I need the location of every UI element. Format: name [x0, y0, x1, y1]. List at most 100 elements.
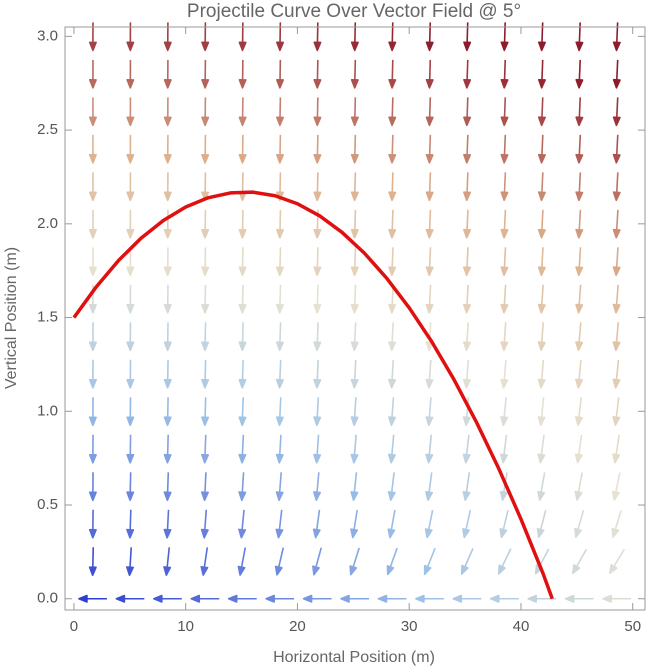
- field-arrow: [388, 247, 397, 277]
- field-arrow: [425, 22, 434, 52]
- field-arrow: [276, 134, 285, 164]
- field-arrow: [612, 359, 621, 389]
- field-arrow: [462, 322, 471, 352]
- field-arrow: [537, 284, 546, 314]
- field-arrow: [190, 594, 220, 603]
- field-arrow: [387, 472, 396, 501]
- field-arrow: [415, 594, 444, 603]
- field-arrow: [313, 472, 322, 502]
- field-arrow: [536, 510, 547, 539]
- field-arrow: [276, 97, 285, 127]
- field-arrow: [425, 247, 434, 277]
- projectile-curve: [72, 190, 554, 600]
- field-arrow: [612, 322, 621, 352]
- field-arrow: [313, 247, 322, 277]
- field-arrow: [425, 172, 434, 202]
- field-arrow: [126, 397, 135, 427]
- field-arrow: [275, 359, 284, 389]
- field-arrow: [377, 594, 407, 603]
- field-arrow: [88, 284, 97, 314]
- field-arrow: [163, 547, 172, 576]
- y-tick-label: 2.0: [37, 215, 58, 232]
- field-arrow: [88, 322, 97, 352]
- field-arrow: [425, 397, 434, 427]
- x-axis-label: Horizontal Position (m): [273, 649, 435, 666]
- field-arrow: [238, 434, 247, 464]
- field-arrow: [163, 209, 172, 239]
- x-tick-label: 0: [70, 618, 78, 635]
- field-arrow: [238, 97, 247, 127]
- field-arrow: [425, 359, 434, 389]
- field-arrow: [602, 594, 632, 603]
- field-arrow: [201, 434, 210, 464]
- field-arrow: [463, 247, 472, 277]
- field-arrow: [462, 434, 471, 464]
- field-arrow: [313, 434, 322, 464]
- field-arrow: [163, 284, 172, 314]
- field-arrow: [612, 172, 621, 202]
- field-arrow: [313, 134, 322, 164]
- field-arrow: [575, 284, 584, 314]
- field-arrow: [163, 322, 172, 352]
- field-arrow: [612, 97, 621, 127]
- field-arrow: [452, 594, 482, 603]
- field-arrow: [462, 359, 471, 389]
- field-arrow: [425, 134, 434, 164]
- field-arrow: [163, 359, 172, 389]
- field-arrow: [387, 509, 396, 539]
- field-arrow: [274, 547, 285, 576]
- field-arrow: [425, 472, 434, 501]
- field-arrow: [163, 247, 172, 277]
- field-arrow: [163, 172, 172, 202]
- field-arrow: [126, 22, 135, 52]
- field-arrow: [612, 397, 621, 426]
- vector-field: [78, 22, 632, 603]
- field-arrow: [313, 359, 322, 389]
- field-arrow: [265, 594, 295, 603]
- field-arrow: [424, 509, 434, 539]
- field-arrow: [612, 59, 621, 89]
- field-arrow: [163, 472, 172, 502]
- field-arrow: [388, 22, 397, 52]
- field-arrow: [201, 247, 210, 277]
- field-arrow: [238, 322, 247, 352]
- field-arrow: [612, 22, 621, 52]
- field-arrow: [313, 97, 322, 127]
- field-arrow: [564, 594, 594, 603]
- field-arrow: [313, 59, 322, 89]
- x-tick-label: 50: [624, 618, 641, 635]
- field-arrow: [537, 172, 546, 202]
- field-arrow: [88, 547, 97, 577]
- x-tick-label: 10: [177, 618, 194, 635]
- field-arrow: [537, 322, 546, 352]
- field-arrow: [276, 22, 285, 52]
- field-arrow: [537, 22, 546, 52]
- field-arrow: [500, 22, 509, 52]
- x-tick-label: 20: [289, 618, 306, 635]
- field-arrow: [575, 97, 584, 127]
- field-arrow: [126, 97, 135, 127]
- field-arrow: [500, 59, 509, 89]
- y-tick-label: 2.5: [37, 121, 58, 138]
- field-arrow: [88, 22, 97, 52]
- field-arrow: [201, 22, 210, 52]
- field-arrow: [88, 97, 97, 127]
- field-arrow: [201, 397, 210, 427]
- field-arrow: [388, 322, 397, 352]
- field-arrow: [88, 59, 97, 89]
- x-tick-label: 40: [513, 618, 530, 635]
- field-arrow: [425, 209, 434, 239]
- field-arrow: [463, 97, 472, 127]
- field-arrow: [88, 134, 97, 164]
- field-arrow: [574, 510, 585, 539]
- field-arrow: [201, 97, 210, 127]
- field-arrow: [350, 172, 359, 202]
- field-arrow: [238, 397, 247, 427]
- field-arrow: [275, 209, 284, 239]
- y-tick-label: 1.5: [37, 309, 58, 326]
- field-arrow: [200, 547, 209, 576]
- field-arrow: [608, 548, 626, 575]
- field-arrow: [163, 22, 172, 52]
- field-arrow: [275, 509, 284, 539]
